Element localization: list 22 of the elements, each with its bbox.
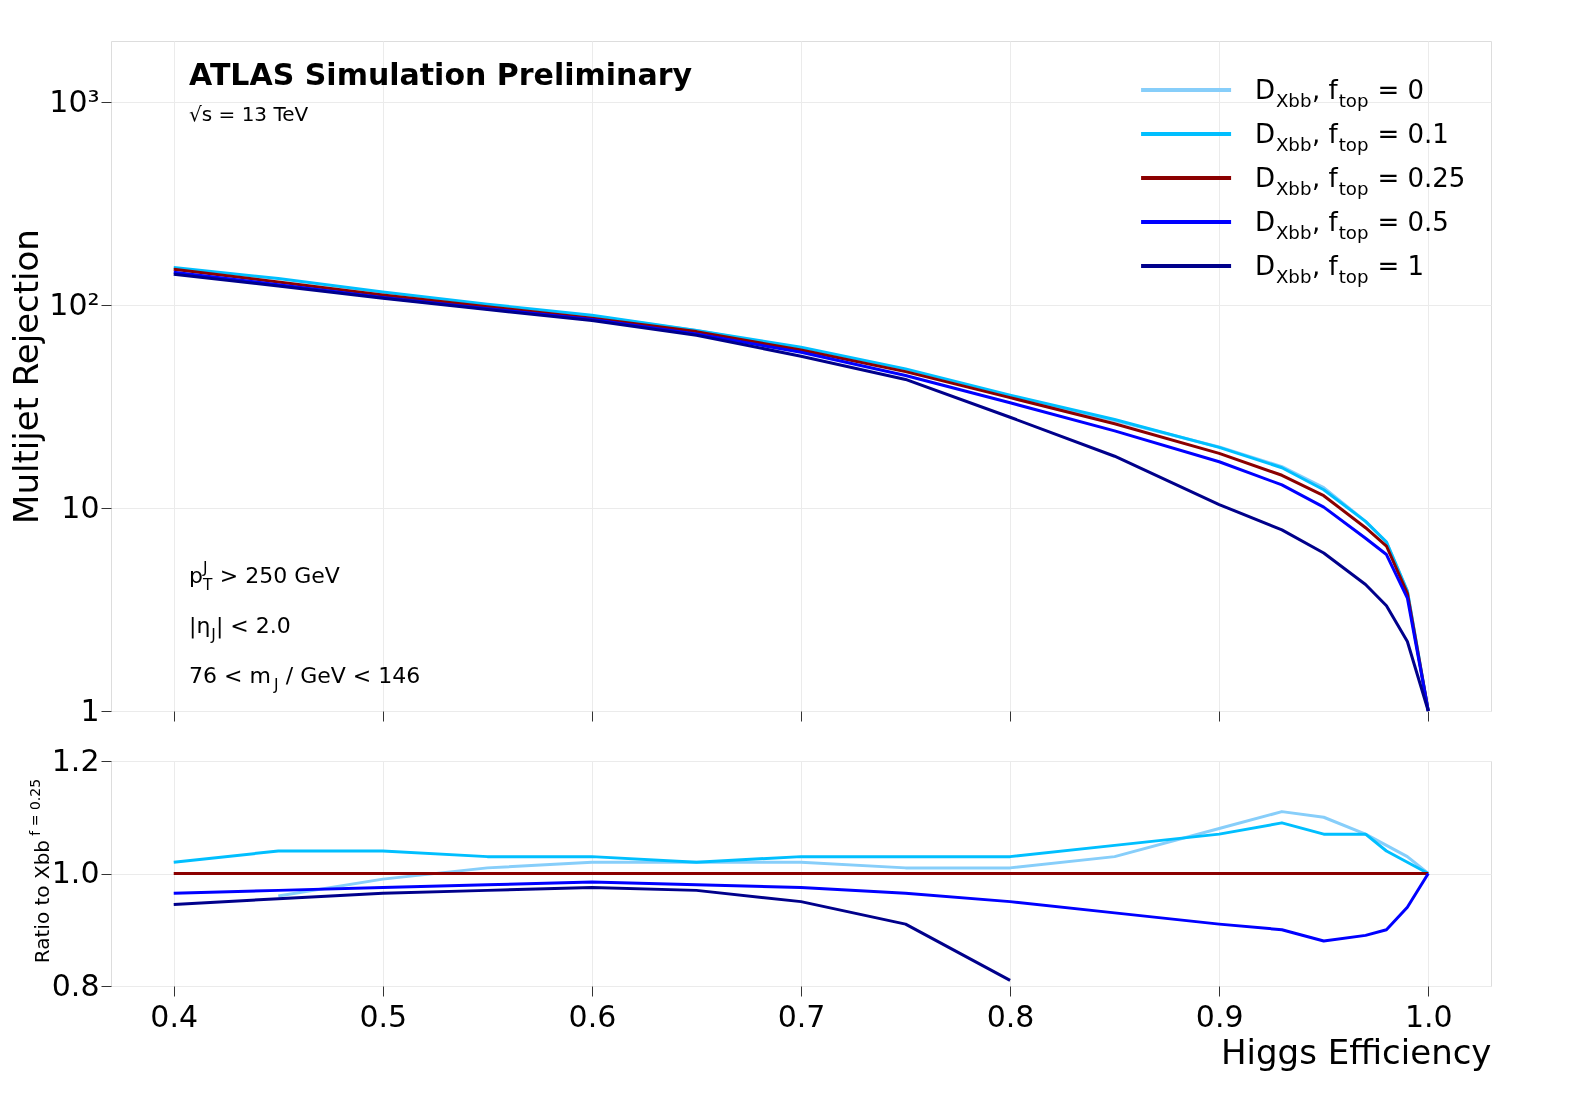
y-tick-label: 10² [49,286,100,322]
y-tick-label: 1.0 [51,855,100,890]
x-tick-label: 1.0 [1404,998,1453,1034]
y-tick-label: 10³ [49,83,100,119]
y-axis-title: Ratio to Xbbf = 0.25 [27,778,54,964]
y-tick-label: 10 [61,489,100,525]
annotation: ATLAS Simulation Preliminary [189,57,693,92]
annotation: √s = 13 TeV [189,102,309,126]
y-axis-title: Multijet Rejection [6,229,47,524]
line-series [172,872,1430,943]
x-axis-title: Higgs Efficiency [1221,1031,1492,1072]
x-tick-label: 0.9 [1195,998,1244,1034]
x-tick-label: 0.6 [568,998,617,1034]
x-tick-label: 0.7 [777,998,826,1034]
x-tick-label: 0.8 [986,998,1035,1034]
y-tick-label: 1 [80,692,100,728]
x-tick-label: 0.4 [150,998,199,1034]
x-tick-label: 0.5 [359,998,408,1034]
y-tick-label: 1.2 [51,742,100,778]
line-series [172,886,1012,982]
line-series [172,821,1430,875]
y-tick-label: 0.8 [51,967,100,1003]
